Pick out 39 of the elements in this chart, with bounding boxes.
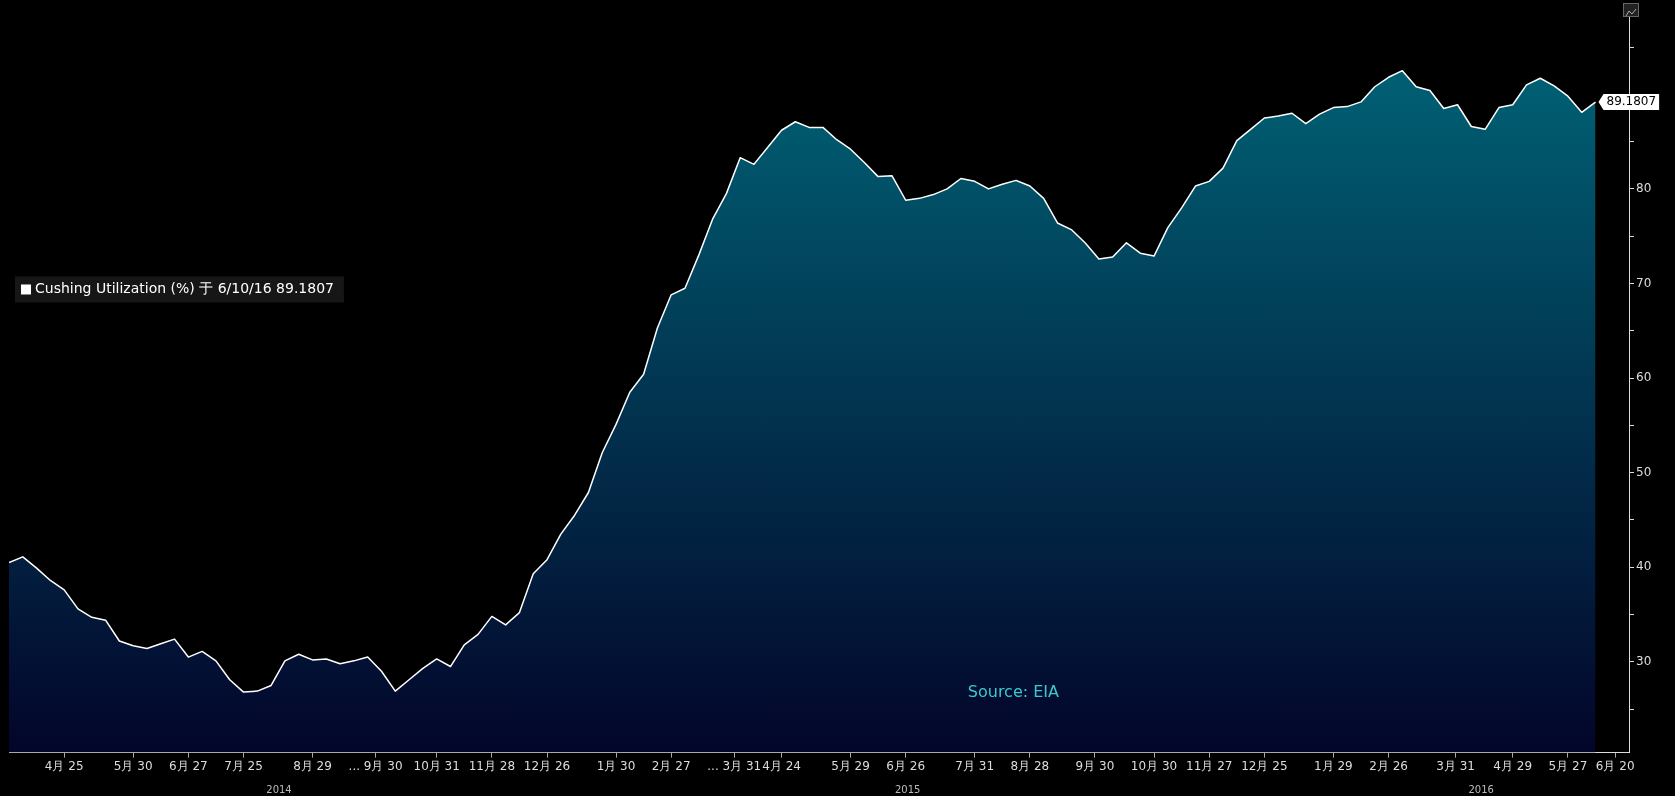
x-tick-label: 8月 28: [1010, 758, 1050, 773]
x-tick-label: 12月 25: [1241, 758, 1288, 773]
y-tick-label: 80: [1636, 181, 1652, 196]
x-tick-label: 10月 31: [413, 758, 460, 773]
x-tick-label: 7月 31: [955, 758, 995, 773]
x-tick-label: 3月 31: [1436, 758, 1475, 773]
x2-tick-label: 2014: [266, 783, 292, 795]
x-tick-label: 4月 29: [1493, 758, 1533, 773]
x-tick-label: 6月 20: [1595, 758, 1635, 773]
legend-label: Cushing Utilization (%) 于 6/10/16 89.1807: [35, 280, 334, 297]
x-tick-label: 10月 30: [1130, 758, 1178, 773]
annotation: Source: EIA: [967, 681, 1060, 701]
x-tick-label: 2月 26: [1369, 758, 1408, 773]
y-tick-label: 70: [1636, 275, 1652, 290]
x-tick-label: 12月 26: [523, 758, 571, 773]
x-tick-label: 4月 24: [762, 758, 801, 773]
x-tick-label: 5月 29: [831, 758, 870, 773]
x-tick-label: 9月 30: [1075, 758, 1115, 773]
x-tick-label: 5月 30: [113, 758, 153, 773]
x-tick-label: 6月 27: [168, 758, 208, 773]
x-tick-label: 5月 27: [1548, 758, 1588, 773]
x-tick-label: 2月 27: [651, 758, 691, 773]
x-tick-label: 1月 29: [1314, 758, 1353, 773]
x2-tick-label: 2016: [1468, 783, 1494, 795]
y-tick-label: 60: [1636, 370, 1652, 385]
x-tick-label: ... 3月 31: [707, 758, 762, 773]
x2-tick-label: 2015: [894, 783, 921, 795]
y-tick-label: 50: [1636, 464, 1652, 479]
x-tick-label: ... 9月 30: [348, 758, 403, 773]
x-tick-label: 1月 30: [596, 758, 636, 773]
x-tick-label: 7月 25: [224, 758, 263, 773]
x-tick-label: 11月 28: [468, 758, 516, 773]
y-tick-label: 30: [1636, 653, 1652, 668]
x-tick-label: 11月 27: [1186, 758, 1233, 773]
x-tick-label: 4月 25: [44, 758, 84, 773]
data-label: 89.1807: [1606, 94, 1657, 109]
y-tick-label: 40: [1636, 559, 1652, 574]
x-tick-label: 6月 26: [886, 758, 926, 773]
x-tick-label: 8月 29: [293, 758, 332, 773]
